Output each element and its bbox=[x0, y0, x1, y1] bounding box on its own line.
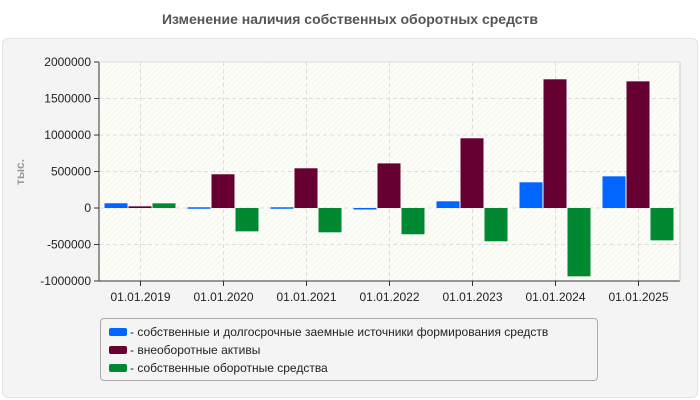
x-tick-label: 01.01.2025 bbox=[608, 290, 668, 304]
x-tick-label: 01.01.2020 bbox=[193, 290, 253, 304]
bar bbox=[152, 203, 176, 208]
legend-swatch bbox=[109, 364, 127, 372]
x-tick-label: 01.01.2019 bbox=[110, 290, 170, 304]
bar bbox=[294, 168, 318, 208]
bar bbox=[318, 208, 342, 233]
bar bbox=[484, 208, 508, 242]
chart-title: Изменение наличия собственных оборотных … bbox=[161, 11, 539, 27]
bar bbox=[567, 208, 591, 277]
legend-item: - собственные и долгосрочные заемные ист… bbox=[109, 323, 597, 341]
legend-label: - собственные оборотные средства bbox=[130, 361, 328, 375]
bar bbox=[401, 208, 425, 235]
bar bbox=[650, 208, 674, 241]
legend-swatch bbox=[109, 328, 127, 336]
bar bbox=[270, 207, 294, 209]
bar bbox=[602, 176, 626, 208]
legend-item: - собственные оборотные средства bbox=[109, 359, 597, 377]
bar bbox=[543, 79, 567, 209]
y-tick-label: 1000000 bbox=[44, 128, 91, 142]
x-tick-label: 01.01.2023 bbox=[442, 290, 502, 304]
legend: - собственные и долгосрочные заемные ист… bbox=[100, 318, 598, 381]
bar bbox=[104, 203, 128, 208]
y-tick-label: -500000 bbox=[47, 238, 91, 252]
y-tick-label: 0 bbox=[84, 201, 91, 215]
legend-item: - внеоборотные активы bbox=[109, 341, 597, 359]
bar bbox=[377, 163, 401, 208]
bar bbox=[235, 208, 259, 232]
legend-label: - собственные и долгосрочные заемные ист… bbox=[130, 325, 549, 339]
bar bbox=[211, 174, 235, 208]
y-tick-label: -1000000 bbox=[40, 274, 91, 288]
bar bbox=[187, 207, 211, 209]
y-tick-label: 2000000 bbox=[44, 55, 91, 69]
bar bbox=[353, 208, 377, 210]
y-tick-label: 500000 bbox=[51, 165, 91, 179]
bar bbox=[436, 201, 460, 208]
legend-label: - внеоборотные активы bbox=[130, 343, 261, 357]
bar bbox=[128, 206, 152, 208]
y-tick-label: 1500000 bbox=[44, 92, 91, 106]
y-axis-label: тыс. bbox=[13, 159, 27, 185]
x-tick-label: 01.01.2021 bbox=[276, 290, 336, 304]
bar bbox=[519, 182, 543, 208]
bar bbox=[460, 138, 484, 208]
bar bbox=[626, 81, 650, 208]
x-tick-label: 01.01.2022 bbox=[359, 290, 419, 304]
legend-swatch bbox=[109, 346, 127, 354]
x-tick-label: 01.01.2024 bbox=[525, 290, 585, 304]
